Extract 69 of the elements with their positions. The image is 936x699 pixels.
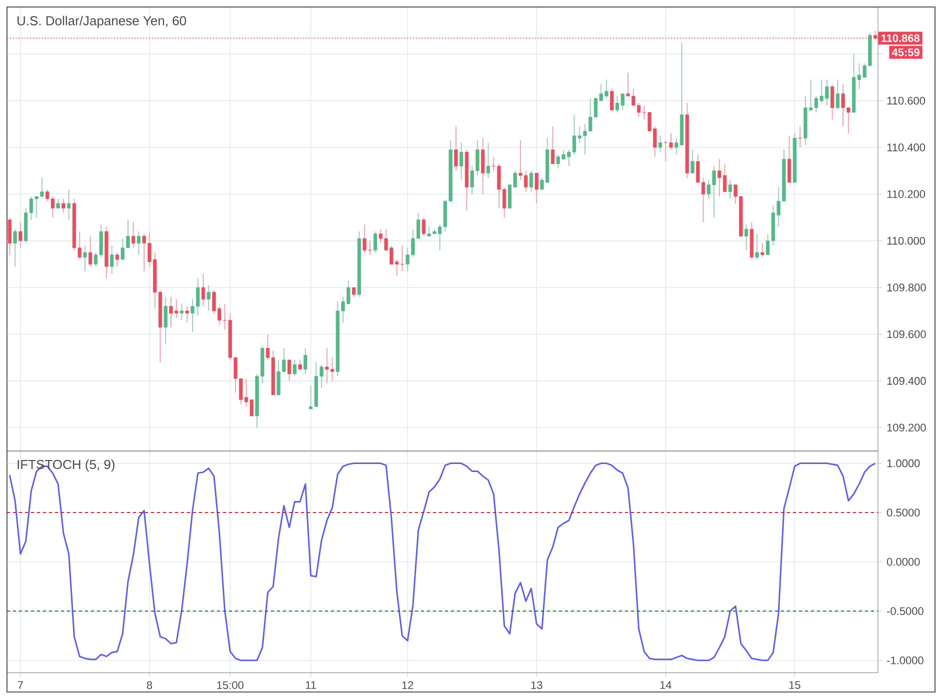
candlestick <box>529 170 534 192</box>
x-tick-label: 13 <box>531 681 542 690</box>
candlestick <box>352 287 356 298</box>
y-tick-label: 0.5000 <box>886 508 920 516</box>
candlestick <box>755 233 759 260</box>
candlestick <box>67 188 71 220</box>
candlestick <box>18 222 22 248</box>
x-tick-label: 14 <box>660 681 672 689</box>
text: IFTSTOCH (5, 9) <box>18 460 114 472</box>
candlestick <box>115 252 120 268</box>
y-tick-label: 109.400 <box>887 377 926 385</box>
candlestick <box>669 132 673 150</box>
candlestick <box>744 224 748 251</box>
candlestick <box>422 216 426 237</box>
y-tick-label: -0.5000 <box>887 607 924 616</box>
x-tick-label: 7 <box>18 681 23 689</box>
y-tick-label: 0.0000 <box>886 558 920 566</box>
candlestick <box>486 142 490 178</box>
candlestick <box>164 296 168 344</box>
candlestick <box>460 142 464 181</box>
x-tick-label: 8 <box>146 681 152 690</box>
candlestick <box>830 84 834 120</box>
y-tick-label: 110.000 <box>887 236 926 245</box>
candlestick <box>610 88 614 111</box>
ref-line-label: 110.868 <box>881 34 920 42</box>
x-tick-label: 15 <box>789 681 800 689</box>
x-tick-label: 15:00 <box>217 681 244 690</box>
candlestick <box>62 198 66 214</box>
candlestick <box>292 359 296 377</box>
text: U.S. Dollar/Japanese Yen, 60 <box>18 16 186 28</box>
candlestick <box>132 222 136 248</box>
candlestick <box>56 198 60 209</box>
candlestick <box>728 180 732 200</box>
candlestick <box>136 230 141 256</box>
candlestick <box>760 242 764 258</box>
candlestick <box>88 236 92 268</box>
y-tick-label: 110.600 <box>887 96 926 105</box>
candlestick <box>362 224 366 253</box>
candlestick <box>83 244 87 272</box>
candlestick <box>787 135 792 183</box>
text: 45:59 <box>892 48 920 56</box>
candlestick <box>373 230 378 253</box>
candlestick <box>298 359 302 370</box>
candlestick <box>206 284 210 312</box>
candlestick <box>180 303 184 321</box>
y-tick-label: 109.800 <box>887 284 926 292</box>
x-tick-label: 12 <box>402 681 414 689</box>
candlestick <box>690 149 694 174</box>
candlestick <box>287 359 292 382</box>
y-tick-label: 1.0000 <box>887 459 920 468</box>
candlestick <box>836 79 840 111</box>
candlestick <box>304 348 308 374</box>
candlestick <box>481 138 485 195</box>
candlestick <box>185 306 189 324</box>
y-tick-label: 110.200 <box>887 190 926 198</box>
candlestick <box>201 273 206 307</box>
candlestick <box>658 135 662 153</box>
candlestick <box>110 244 114 274</box>
y-tick-label: 110.400 <box>887 144 926 152</box>
candlestick <box>454 126 458 172</box>
y-tick-label: -1.0000 <box>887 656 924 664</box>
candlestick <box>8 216 12 256</box>
candlestick <box>534 172 538 204</box>
candlestick <box>798 126 802 148</box>
x-tick-label: 11 <box>306 681 316 689</box>
y-tick-label: 109.600 <box>887 330 926 338</box>
y-tick-label: 109.200 <box>887 424 926 432</box>
candlestick <box>13 228 17 268</box>
candlestick <box>550 126 555 164</box>
